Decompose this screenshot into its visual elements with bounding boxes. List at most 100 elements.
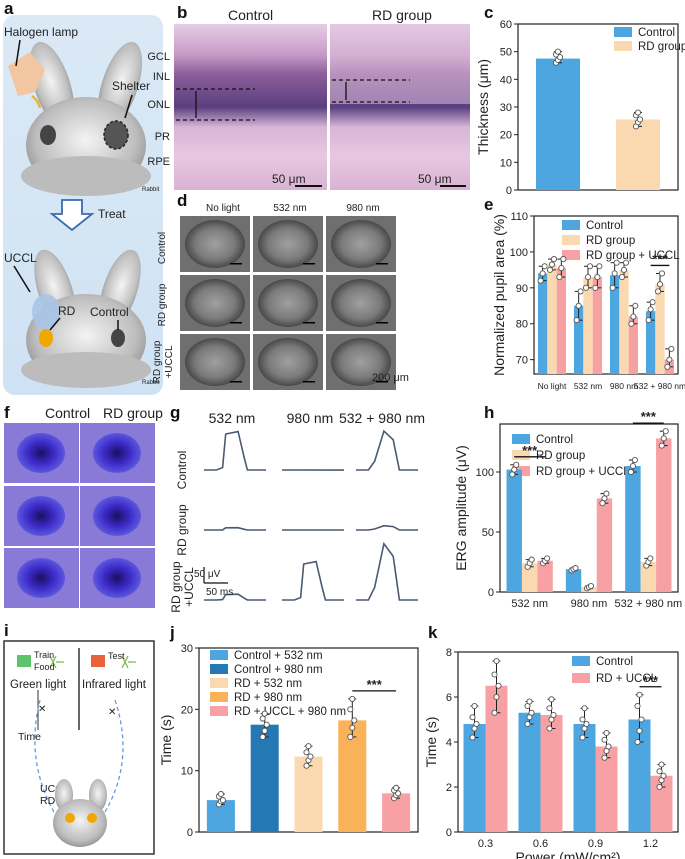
cross-mark-left: ✕: [38, 704, 46, 715]
data-point: [513, 461, 520, 468]
scalebar-b2: 50 μm: [418, 172, 452, 186]
data-point: [654, 288, 662, 295]
data-point: [632, 302, 639, 309]
data-point: [526, 698, 533, 705]
data-point: [596, 263, 603, 270]
legend-entry: Control: [536, 434, 573, 446]
bar: [463, 724, 486, 832]
data-point: [550, 256, 558, 263]
photo-scalebar: [303, 322, 315, 324]
data-point: [636, 116, 644, 123]
photo-scalebar: [230, 263, 242, 265]
bar: [573, 305, 584, 374]
data-point: [541, 263, 548, 270]
data-point: [575, 302, 582, 309]
panel-g-label: g: [170, 403, 180, 422]
legend-swatch: [210, 650, 228, 660]
x-tick-label: 532 + 980 nm: [634, 381, 685, 391]
photo-scalebar: [376, 381, 388, 383]
fluor-eye: [93, 433, 141, 473]
bar: [573, 724, 596, 832]
data-point: [587, 582, 595, 590]
red-food-box: [91, 655, 105, 667]
data-point: [347, 706, 354, 713]
data-point: [583, 720, 590, 728]
erg-row-rd-uccl-2: +UCCL: [182, 567, 196, 607]
panel-e-label: e: [484, 195, 493, 214]
legend-swatch: [572, 673, 590, 683]
data-point: [347, 733, 354, 740]
y-axis-label: Time (s): [423, 717, 439, 768]
y-tick-label: 4: [446, 737, 452, 749]
x-tick-label: 0.6: [533, 838, 548, 850]
data-point: [636, 727, 643, 734]
histology-control-image: [174, 24, 327, 190]
fluor-eye: [93, 558, 141, 598]
y-axis-label: ERG amplitude (μV): [453, 445, 469, 571]
legend-swatch: [614, 41, 632, 51]
scalebar-d: 200 μm: [372, 372, 409, 384]
erg-trace: [204, 593, 266, 601]
panel-j-label: j: [169, 623, 175, 642]
y-tick-label: 30: [500, 102, 512, 114]
data-point: [469, 734, 476, 741]
significance-label: ***: [652, 251, 668, 266]
bar: [616, 119, 660, 190]
x-tick-label: 980 nm: [571, 598, 608, 610]
data-point: [658, 761, 665, 768]
data-point: [656, 768, 663, 775]
rd-label: RD: [58, 304, 76, 318]
bar: [506, 469, 522, 592]
panel-g: g 532 nm 980 nm 532 + 980 nm Control RD …: [169, 403, 425, 613]
bar: [625, 466, 641, 592]
data-point: [605, 743, 612, 750]
data-point: [656, 783, 663, 791]
bar: [537, 273, 548, 374]
data-point: [658, 442, 665, 449]
x-tick-label: 0.3: [478, 838, 493, 850]
bar: [609, 275, 620, 374]
row-rd-uccl-2: +UCCL: [164, 345, 175, 379]
bar: [521, 563, 538, 592]
onl-thickness-markers: [176, 79, 410, 121]
x-tick-label: 532 nm: [574, 381, 602, 391]
y-tick-label: 50: [482, 527, 494, 539]
panel-d: d No light 532 nm 980 nm Control RD grou…: [152, 191, 409, 390]
y-tick-label: 10: [181, 766, 193, 778]
photo-scalebar: [303, 263, 315, 265]
data-point: [303, 749, 310, 756]
legend-entry: Control + 980 nm: [234, 664, 323, 676]
data-point: [618, 273, 626, 281]
y-axis-label: Normalized pupil area (%): [491, 214, 507, 376]
fluor-control-title: Control: [45, 405, 90, 421]
data-point: [217, 790, 224, 798]
data-point: [649, 299, 656, 306]
data-point: [259, 733, 266, 740]
erg-row-rd: RD group: [175, 504, 189, 556]
erg-row-rd-uccl-1: RD group: [169, 561, 183, 613]
chart-h: h 0 50 100 ERG amplitude (μV) 532 nm 980 nm 532…: [453, 403, 682, 610]
panel-a-label: a: [4, 0, 14, 18]
erg-trace: [282, 560, 344, 601]
panel-b-label: b: [177, 3, 187, 22]
y-tick-label: 100: [476, 467, 494, 479]
legend-swatch: [562, 220, 580, 230]
bar: [556, 268, 567, 374]
bar: [655, 284, 665, 374]
fluorescence-photo-grid: [4, 423, 155, 608]
significance-label: ***: [522, 443, 538, 458]
erg-col-both: 532 + 980 nm: [339, 410, 425, 426]
x-tick-label: 1.2: [643, 838, 658, 850]
data-point: [546, 266, 554, 273]
y-tick-label: 90: [516, 283, 528, 295]
pupil-eye: [185, 220, 245, 268]
data-point: [620, 266, 628, 273]
bar: [628, 719, 651, 832]
data-point: [581, 705, 588, 712]
data-point: [393, 784, 400, 791]
data-point: [548, 261, 556, 268]
data-point: [601, 754, 608, 761]
